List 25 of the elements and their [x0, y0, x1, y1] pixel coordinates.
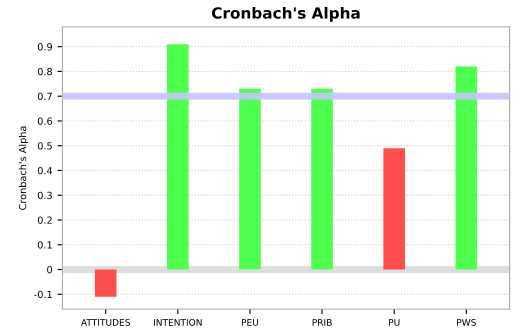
y-tick-label: 0 [47, 266, 52, 274]
x-tick-label: PU [389, 319, 400, 326]
x-tick-label: INTENTION [154, 319, 202, 326]
bar [311, 88, 333, 270]
bar [383, 148, 406, 270]
y-axis-title: Cronbach's Alpha [18, 126, 28, 210]
x-tick-label: PRIB [312, 319, 332, 326]
bar [94, 270, 116, 297]
chart-title: Cronbach's Alpha [212, 6, 360, 22]
bar [456, 66, 478, 270]
x-tick-label: ATTITUDES [80, 319, 130, 326]
y-tick-label: 0.1 [38, 241, 52, 249]
x-tick-label: PEU [242, 319, 258, 326]
y-tick-label: 0.9 [38, 43, 52, 51]
bar [239, 88, 261, 270]
x-tick-label: PWS [457, 319, 476, 326]
y-tick-label: 0.2 [38, 216, 52, 224]
bar [166, 44, 189, 270]
y-tick-label: 0.6 [38, 117, 52, 125]
y-tick-label: 0.7 [38, 92, 52, 100]
y-tick-label: 0.4 [38, 166, 52, 174]
y-tick-label: 0.5 [38, 142, 52, 150]
y-tick-label: 0.8 [38, 68, 52, 76]
y-tick-label: -0.1 [34, 290, 52, 298]
y-tick-label: 0.3 [38, 192, 52, 200]
